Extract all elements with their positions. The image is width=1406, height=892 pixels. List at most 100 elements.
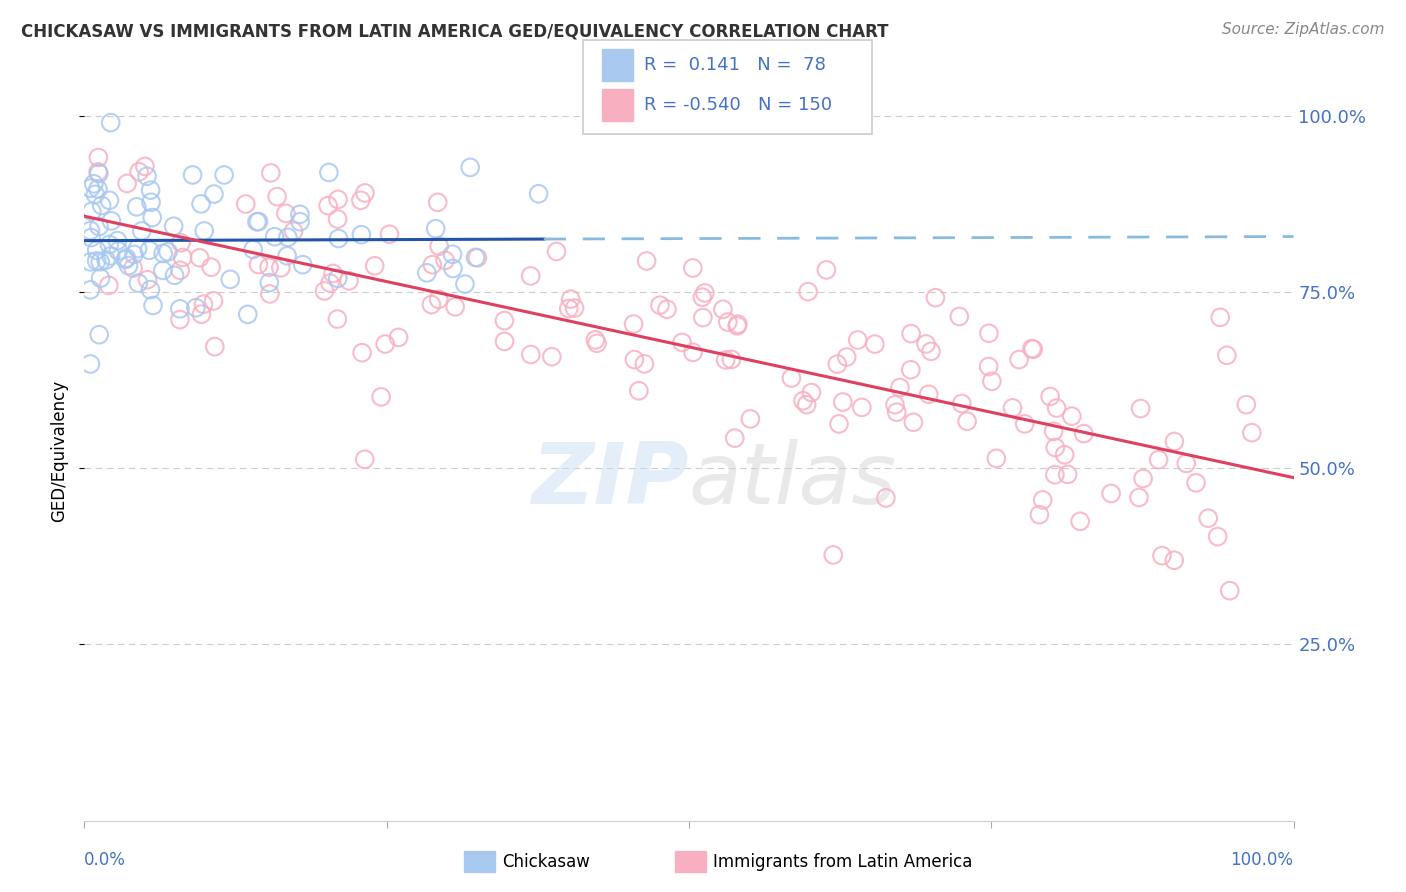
Point <box>219 272 242 286</box>
Point <box>274 206 297 220</box>
Point <box>1032 493 1054 508</box>
Point <box>378 227 401 242</box>
Point <box>717 315 740 329</box>
Point <box>188 251 211 265</box>
Point <box>276 249 298 263</box>
Point <box>1216 348 1239 362</box>
Point <box>172 251 194 265</box>
Text: Immigrants from Latin America: Immigrants from Latin America <box>713 853 972 871</box>
Point <box>444 300 467 314</box>
Point <box>163 268 186 283</box>
Point <box>314 284 336 298</box>
Point <box>520 347 543 361</box>
Point <box>122 247 145 261</box>
Text: ZIP: ZIP <box>531 439 689 522</box>
Point <box>364 259 387 273</box>
Point <box>427 239 450 253</box>
Point <box>89 271 111 285</box>
Point <box>740 412 762 426</box>
Point <box>796 398 818 412</box>
Point <box>141 211 163 225</box>
Point <box>1056 467 1078 482</box>
Point <box>328 231 350 245</box>
Point <box>420 297 443 311</box>
Point <box>884 398 907 412</box>
Point <box>319 276 342 290</box>
Point <box>792 393 814 408</box>
Point <box>692 310 714 325</box>
Point <box>212 168 235 182</box>
Point <box>79 181 101 195</box>
Point <box>107 234 129 248</box>
Point <box>200 260 222 275</box>
Point <box>139 283 162 297</box>
Point <box>156 244 179 259</box>
Text: Source: ZipAtlas.com: Source: ZipAtlas.com <box>1222 22 1385 37</box>
Point <box>1021 342 1043 356</box>
Point <box>136 273 159 287</box>
Point <box>527 186 550 201</box>
Point <box>326 271 349 285</box>
Point <box>115 177 138 191</box>
Text: Chickasaw: Chickasaw <box>502 853 591 871</box>
Point <box>560 292 582 306</box>
Point <box>441 261 464 276</box>
Point <box>1099 486 1122 500</box>
Point <box>1209 310 1232 325</box>
Point <box>277 230 299 244</box>
Point <box>236 307 259 321</box>
Point <box>1060 409 1083 424</box>
Point <box>270 260 292 275</box>
Point <box>627 384 650 398</box>
Point <box>322 267 344 281</box>
Point <box>352 345 374 359</box>
Point <box>980 374 1002 388</box>
Point <box>464 251 486 265</box>
Point <box>89 255 111 269</box>
Point <box>623 352 645 367</box>
Point <box>725 318 748 333</box>
Point <box>125 200 148 214</box>
Point <box>138 244 160 258</box>
Point <box>259 276 281 290</box>
Point <box>139 183 162 197</box>
Text: R =  0.141   N =  78: R = 0.141 N = 78 <box>644 56 825 74</box>
Point <box>79 223 101 237</box>
Point <box>337 274 360 288</box>
Text: atlas: atlas <box>689 439 897 522</box>
Point <box>900 326 922 341</box>
Point <box>494 313 516 327</box>
Point <box>948 310 970 324</box>
Point <box>441 247 464 261</box>
Point <box>1163 553 1185 567</box>
Point <box>98 237 121 252</box>
Point <box>98 194 121 208</box>
Point <box>190 197 212 211</box>
Point <box>291 258 314 272</box>
Point <box>1045 401 1067 415</box>
Point <box>114 252 136 267</box>
Point <box>86 244 108 258</box>
Point <box>434 253 457 268</box>
Point <box>900 363 922 377</box>
Point <box>671 335 693 350</box>
Point <box>354 186 377 200</box>
Point <box>128 165 150 179</box>
Point <box>454 277 477 291</box>
Point <box>426 195 449 210</box>
Point <box>648 298 671 312</box>
Point <box>546 244 568 259</box>
Point <box>655 302 678 317</box>
Point <box>122 260 145 275</box>
Point <box>1147 452 1170 467</box>
Point <box>318 165 340 179</box>
Point <box>1014 417 1036 431</box>
Point <box>181 168 204 182</box>
Point <box>623 317 645 331</box>
Point <box>846 333 869 347</box>
Point <box>115 251 138 265</box>
Point <box>682 345 704 359</box>
Point <box>90 198 112 212</box>
Point <box>458 161 481 175</box>
Point <box>288 215 311 229</box>
